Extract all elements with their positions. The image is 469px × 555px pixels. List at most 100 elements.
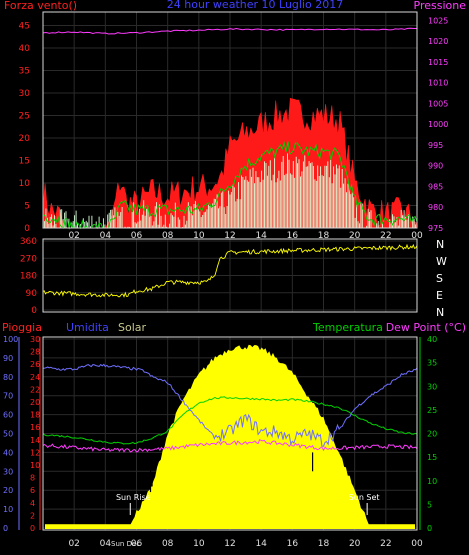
compass-label: W xyxy=(436,255,447,268)
humidity-tick-label: 80 xyxy=(3,373,13,382)
humidity-tick-label: 30 xyxy=(3,467,13,476)
compass-label: N xyxy=(436,306,444,319)
left-ticks: 0 90 180 270 360 xyxy=(20,237,37,316)
x-tick-label: 22 xyxy=(380,231,391,241)
x-tick-label: 06 xyxy=(131,231,143,241)
x-tick-label: 04 xyxy=(100,539,112,549)
right-ticks: 975 980 985 990 995 1000 1005 1010 1015 1020 1025 xyxy=(428,16,448,233)
panel-frame xyxy=(42,336,418,531)
x-tick-label: 12 xyxy=(224,231,235,241)
sun-dec-label: Sun Dec xyxy=(111,540,140,548)
legend-dew-point: Dew Point (°C) xyxy=(386,321,466,334)
solar-area xyxy=(43,344,417,528)
x-tick-label: 16 xyxy=(287,539,299,549)
right-tick-label: 1000 xyxy=(428,120,448,129)
right-tick-label: 1010 xyxy=(428,79,448,88)
compass-label: N xyxy=(436,238,444,251)
direction-tick-label: 90 xyxy=(26,289,38,299)
temperature-tick-label: 5 xyxy=(427,500,432,509)
rain-tick-label: 2 xyxy=(30,511,35,520)
rain-tick-label: 28 xyxy=(30,348,40,357)
panel-grid xyxy=(43,239,417,312)
x-tick-label: 02 xyxy=(68,539,79,549)
x-ticks: 02 04 06 08 10 12 14 16 18 20 22 00 xyxy=(68,231,423,241)
humidity-tick-label: 40 xyxy=(3,448,13,457)
temperature-tick-label: 25 xyxy=(427,406,437,415)
x-tick-label: 14 xyxy=(255,539,267,549)
left-tick-label: 45 xyxy=(19,22,30,32)
x-tick-label: 20 xyxy=(349,539,361,549)
legend-solar: Solar xyxy=(118,321,147,334)
wind-direction-line xyxy=(42,243,418,298)
x-tick-label: 18 xyxy=(318,231,330,241)
rain-tick-label: 16 xyxy=(30,423,40,432)
wind-pressure-panel: 24 hour weather 10 Luglio 2017 Forza ven… xyxy=(4,0,466,241)
rain-tick-label: 6 xyxy=(30,486,35,495)
direction-tick-label: 180 xyxy=(20,272,37,282)
x-tick-label: 10 xyxy=(193,231,205,241)
rain-tick-label: 20 xyxy=(30,398,40,407)
temperature-tick-label: 10 xyxy=(427,477,437,486)
right-tick-label: 1025 xyxy=(428,16,448,25)
temperature-tick-label: 35 xyxy=(427,359,437,368)
rain-tick-label: 0 xyxy=(30,524,35,533)
rain-tick-label: 24 xyxy=(30,373,40,382)
x-tick-label: 10 xyxy=(193,539,205,549)
humidity-tick-label: 100 xyxy=(3,335,18,344)
temperature-tick-label: 40 xyxy=(427,335,437,344)
humidity-tick-label: 90 xyxy=(3,354,13,363)
rain-tick-label: 8 xyxy=(30,474,35,483)
right-tick-label: 995 xyxy=(428,141,443,150)
left-ticks: 0 5 10 15 20 25 30 35 40 45 xyxy=(19,22,31,235)
humidity-tick-label: 70 xyxy=(3,392,13,401)
legend-temperatura: Temperatura xyxy=(312,321,383,334)
panel-series xyxy=(42,243,418,298)
panel-frame xyxy=(42,238,418,313)
left-tick-label: 10 xyxy=(19,179,31,189)
left-tick-label: 30 xyxy=(19,89,31,99)
panel-frame xyxy=(42,11,418,229)
legend-umidita: Umidita xyxy=(66,321,109,334)
right-axis-label: Pressione xyxy=(414,0,467,12)
temperature-tick-label: 20 xyxy=(427,430,437,439)
temp-humidity-panel: Pioggia Umidita Solar Temperatura Dew Po… xyxy=(2,321,466,549)
x-tick-label: 06 xyxy=(131,539,143,549)
right-tick-label: 1005 xyxy=(428,99,448,108)
rain-tick-label: 4 xyxy=(30,499,35,508)
x-tick-label: 08 xyxy=(162,231,174,241)
compass-label: S xyxy=(436,272,443,285)
x-tick-label: 02 xyxy=(68,231,79,241)
right-tick-label: 985 xyxy=(428,182,443,191)
x-tick-label: 16 xyxy=(287,231,299,241)
x-tick-label: 00 xyxy=(411,231,423,241)
rain-tick-label: 26 xyxy=(30,360,40,369)
compass-label: E xyxy=(436,289,443,302)
direction-tick-label: 360 xyxy=(20,237,37,247)
legend-pioggia: Pioggia xyxy=(2,321,42,334)
pressure-line xyxy=(42,27,417,35)
temperature-tick-label: 30 xyxy=(427,382,437,391)
direction-tick-label: 0 xyxy=(31,306,37,316)
x-tick-label: 04 xyxy=(100,231,112,241)
dew-point-line xyxy=(42,439,418,453)
right-tick-label: 975 xyxy=(428,224,443,233)
left-tick-label: 15 xyxy=(19,157,30,167)
left-tick-label: 40 xyxy=(19,44,31,54)
rain-tick-label: 10 xyxy=(30,461,40,470)
sun-rise-label: Sun Rise xyxy=(116,493,151,502)
direction-tick-label: 270 xyxy=(20,254,37,264)
left-tick-label: 20 xyxy=(19,134,31,144)
temperature-ticks: 0 5 10 15 20 25 30 35 40 xyxy=(419,335,437,533)
rain-tick-label: 18 xyxy=(30,411,40,420)
humidity-ticks: 0 10 20 30 40 50 60 70 80 90 100 xyxy=(3,335,20,533)
rain-tick-label: 14 xyxy=(30,436,40,445)
left-tick-label: 0 xyxy=(24,224,30,234)
left-axis-label: Forza vento() xyxy=(4,0,77,12)
rain-tick-label: 30 xyxy=(30,335,40,344)
left-tick-label: 5 xyxy=(24,202,30,212)
chart-title: 24 hour weather 10 Luglio 2017 xyxy=(167,0,343,11)
right-tick-label: 1020 xyxy=(428,37,448,46)
x-tick-label: 14 xyxy=(255,231,267,241)
